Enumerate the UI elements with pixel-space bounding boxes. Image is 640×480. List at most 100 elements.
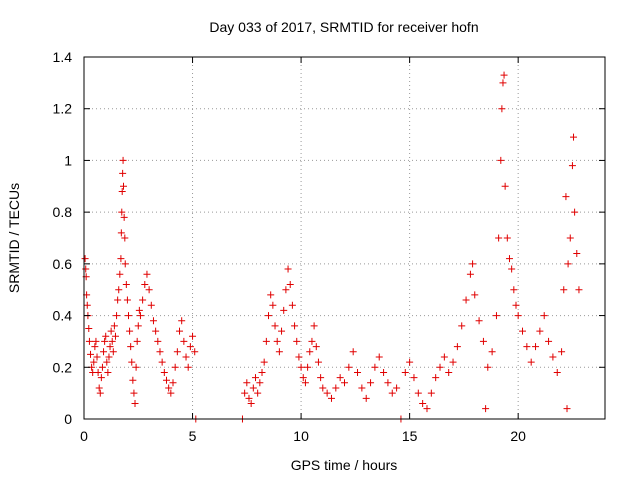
data-point	[317, 374, 325, 382]
y-tick-label: 1	[64, 152, 72, 168]
data-point	[498, 105, 506, 113]
data-point	[178, 317, 186, 325]
data-point	[423, 405, 431, 413]
data-point	[482, 405, 490, 413]
data-point	[154, 337, 162, 345]
data-point	[108, 337, 116, 345]
data-point	[492, 312, 500, 320]
y-tick-label: 1.4	[53, 49, 73, 65]
data-point	[251, 374, 259, 382]
data-point	[247, 399, 255, 407]
data-point	[314, 358, 322, 366]
data-point	[184, 363, 192, 371]
data-point	[532, 343, 540, 351]
data-point	[85, 325, 93, 332]
y-tick-label: 0.6	[53, 256, 73, 272]
y-tick-label: 0.8	[53, 204, 73, 220]
data-point	[103, 358, 111, 366]
data-point	[505, 255, 513, 263]
data-point	[129, 376, 137, 384]
plot-frame	[83, 56, 606, 420]
data-point	[540, 312, 548, 320]
data-point	[310, 322, 318, 330]
y-axis-title: SRMTID / TECUs	[6, 183, 22, 293]
data-point	[312, 343, 320, 351]
data-point	[575, 286, 583, 294]
data-point	[566, 234, 574, 242]
data-point	[117, 255, 125, 263]
data-point	[152, 327, 160, 335]
data-point	[436, 363, 444, 371]
data-point	[167, 389, 175, 397]
data-point	[336, 374, 344, 382]
data-point	[165, 384, 173, 392]
data-point	[503, 234, 511, 242]
x-tick-label: 15	[402, 428, 418, 444]
data-point	[115, 286, 123, 294]
data-point	[104, 368, 112, 376]
data-point	[95, 384, 103, 392]
data-point	[501, 182, 509, 190]
data-point	[327, 394, 335, 402]
data-point	[406, 358, 414, 366]
data-point	[297, 363, 305, 371]
grid-lines	[84, 57, 605, 419]
data-point	[512, 301, 520, 309]
y-tick-label: 1.2	[53, 101, 73, 117]
x-axis-title: GPS time / hours	[291, 457, 398, 473]
data-point	[380, 368, 388, 376]
data-point	[173, 348, 181, 356]
x-tick-label: 5	[189, 428, 197, 444]
data-point	[111, 332, 119, 340]
data-point	[304, 363, 312, 371]
data-point	[301, 379, 309, 387]
data-point	[131, 399, 139, 407]
data-point	[510, 286, 518, 294]
data-point	[105, 353, 113, 361]
data-point	[147, 301, 155, 309]
data-point	[495, 234, 503, 242]
data-point	[288, 301, 296, 309]
data-point	[291, 322, 299, 330]
data-point	[126, 327, 134, 335]
data-point	[243, 379, 251, 387]
data-point	[256, 379, 264, 387]
data-point	[267, 291, 275, 299]
data-point	[419, 399, 427, 407]
data-point	[545, 337, 553, 345]
data-point	[176, 327, 184, 335]
data-point	[560, 286, 568, 294]
data-point	[562, 193, 570, 201]
data-point	[568, 162, 576, 170]
data-point	[275, 348, 283, 356]
data-point	[284, 265, 292, 273]
data-point	[249, 384, 257, 392]
data-point	[118, 187, 126, 195]
data-point	[120, 182, 128, 190]
data-point	[114, 296, 122, 304]
data-point	[278, 327, 286, 335]
data-point	[286, 281, 294, 289]
data-point	[519, 327, 527, 335]
data-point	[107, 327, 115, 335]
data-point	[94, 368, 102, 376]
y-tick-label: 0.4	[53, 308, 73, 324]
data-point	[265, 312, 273, 320]
data-point	[499, 79, 507, 87]
data-point	[113, 312, 121, 320]
data-point	[475, 317, 483, 325]
data-point	[280, 306, 288, 314]
data-point	[262, 337, 270, 345]
data-point	[98, 363, 106, 371]
data-point	[158, 358, 166, 366]
data-point	[106, 343, 114, 351]
data-point	[371, 363, 379, 371]
data-point	[362, 394, 370, 402]
data-point	[553, 368, 561, 376]
data-point	[130, 389, 138, 397]
data-point	[410, 374, 418, 382]
data-point	[440, 353, 448, 361]
data-point	[573, 250, 581, 258]
data-point	[90, 358, 98, 366]
